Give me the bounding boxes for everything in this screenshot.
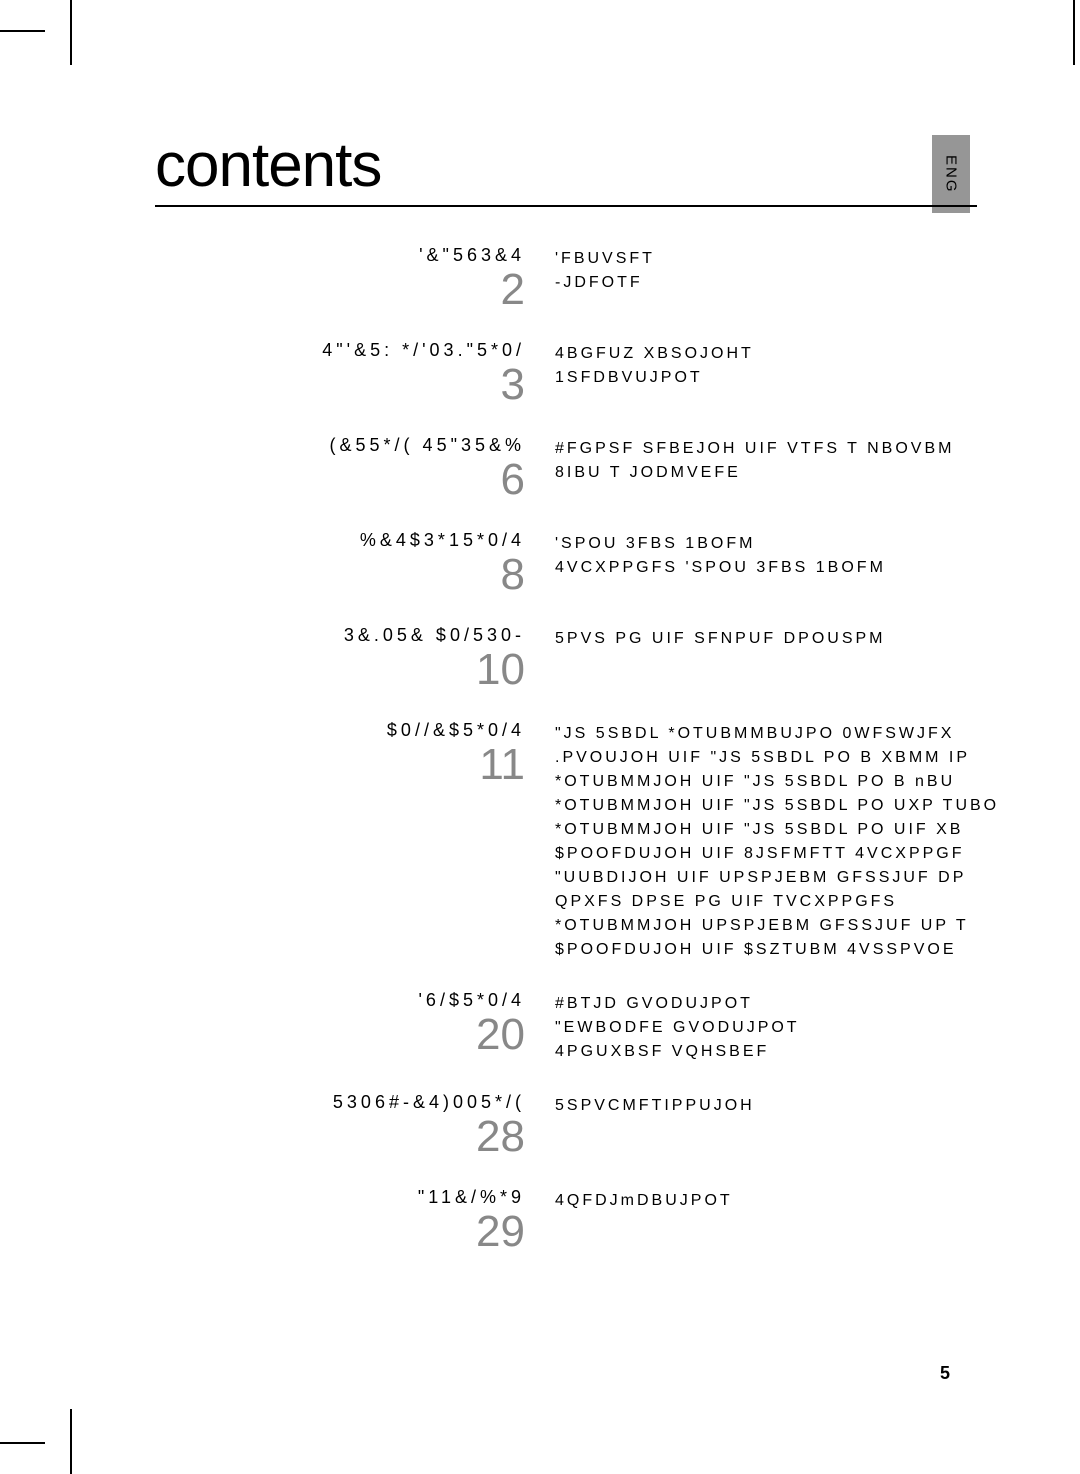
toc-row: '&"563&42'FBUVSFT-JDFOTF [155,245,1030,312]
crop-mark [70,1409,72,1474]
toc-left: 3&.05& $0/530-10 [155,625,555,692]
toc-item: #FGPSF SFBEJOH UIF VTFS T NBOVBM [555,437,1030,461]
toc-right: 4BGFUZ XBSOJOHT1SFDBVUJPOT [555,340,1030,390]
toc-item: #BTJD GVODUJPOT [555,992,1030,1016]
title-underline [155,205,977,207]
toc-left: '&"563&42 [155,245,555,312]
toc-left: '6/$5*0/420 [155,990,555,1057]
toc-row: 5306#-&4)005*/(285SPVCMFTIPPUJOH [155,1092,1030,1159]
toc-section-title: "11&/%*9 [155,1187,525,1208]
toc-section-page: 28 [155,1115,525,1159]
toc-right: "JS 5SBDL *OTUBMMBUJPO 0WFSWJFX.PVOUJOH … [555,720,1030,962]
toc-section-page: 10 [155,648,525,692]
toc-right: 4QFDJmDBUJPOT [555,1187,1030,1213]
toc-item: 5SPVCMFTIPPUJOH [555,1094,1030,1118]
toc-row: 4"'&5: */'03."5*0/34BGFUZ XBSOJOHT1SFDBV… [155,340,1030,407]
toc-right: 'FBUVSFT-JDFOTF [555,245,1030,295]
toc-item: 5PVS PG UIF SFNPUF DPOUSPM [555,627,1030,651]
language-tab: ENG [932,135,970,213]
toc-left: (&55*/( 45"35&%6 [155,435,555,502]
toc-item: *OTUBMMJOH UIF "JS 5SBDL PO UIF XB [555,818,1030,842]
toc-row: 3&.05& $0/530-105PVS PG UIF SFNPUF DPOUS… [155,625,1030,692]
toc-item: .PVOUJOH UIF "JS 5SBDL PO B XBMM IP [555,746,1030,770]
language-label: ENG [943,155,960,194]
toc-item: -JDFOTF [555,271,1030,295]
toc-left: 5306#-&4)005*/(28 [155,1092,555,1159]
toc-section-title: $0//&$5*0/4 [155,720,525,741]
toc-item: 4VCXPPGFS 'SPOU 3FBS 1BOFM [555,556,1030,580]
toc-section-title: 4"'&5: */'03."5*0/ [155,340,525,361]
toc-item: $POOFDUJOH UIF $SZTUBM 4VSSPVOE [555,938,1030,962]
toc-row: $0//&$5*0/411"JS 5SBDL *OTUBMMBUJPO 0WFS… [155,720,1030,962]
toc-left: %&4$3*15*0/48 [155,530,555,597]
toc-item: 4PGUXBSF VQHSBEF [555,1040,1030,1064]
toc-right: 'SPOU 3FBS 1BOFM4VCXPPGFS 'SPOU 3FBS 1BO… [555,530,1030,580]
toc-section-page: 2 [155,268,525,312]
toc-item: 'FBUVSFT [555,247,1030,271]
toc-item: *OTUBMMJOH UPSPJEBM GFSSJUF UP T [555,914,1030,938]
toc-section-page: 6 [155,458,525,502]
toc-item: "JS 5SBDL *OTUBMMBUJPO 0WFSWJFX [555,722,1030,746]
toc-right: 5SPVCMFTIPPUJOH [555,1092,1030,1118]
crop-mark [1073,0,1075,65]
toc-right: 5PVS PG UIF SFNPUF DPOUSPM [555,625,1030,651]
toc-item: "UUBDIJOH UIF UPSPJEBM GFSSJUF DP [555,866,1030,890]
toc-right: #FGPSF SFBEJOH UIF VTFS T NBOVBM8IBU T J… [555,435,1030,485]
toc-row: (&55*/( 45"35&%6#FGPSF SFBEJOH UIF VTFS … [155,435,1030,502]
toc-row: '6/$5*0/420#BTJD GVODUJPOT"EWBODFE GVODU… [155,990,1030,1064]
toc-section-title: %&4$3*15*0/4 [155,530,525,551]
toc-row: %&4$3*15*0/48'SPOU 3FBS 1BOFM4VCXPPGFS '… [155,530,1030,597]
toc-item: QPXFS DPSE PG UIF TVCXPPGFS [555,890,1030,914]
toc-section-page: 11 [155,743,525,787]
toc-section-page: 3 [155,363,525,407]
toc-section-title: '&"563&4 [155,245,525,266]
toc-section-page: 29 [155,1210,525,1254]
page-title: contents [155,130,381,201]
toc-item: 4BGFUZ XBSOJOHT [555,342,1030,366]
toc-section-title: '6/$5*0/4 [155,990,525,1011]
toc-item: *OTUBMMJOH UIF "JS 5SBDL PO B nBU [555,770,1030,794]
page-number: 5 [940,1363,950,1384]
toc-left: $0//&$5*0/411 [155,720,555,787]
toc-section-title: 3&.05& $0/530- [155,625,525,646]
toc-item: 4QFDJmDBUJPOT [555,1189,1030,1213]
crop-mark [0,30,45,32]
toc-row: "11&/%*9294QFDJmDBUJPOT [155,1187,1030,1254]
toc-item: *OTUBMMJOH UIF "JS 5SBDL PO UXP TUBO [555,794,1030,818]
toc-section-page: 8 [155,553,525,597]
toc-section-title: (&55*/( 45"35&% [155,435,525,456]
crop-mark [70,0,72,65]
toc-item: 1SFDBVUJPOT [555,366,1030,390]
toc-left: "11&/%*929 [155,1187,555,1254]
toc-right: #BTJD GVODUJPOT"EWBODFE GVODUJPOT4PGUXBS… [555,990,1030,1064]
toc-left: 4"'&5: */'03."5*0/3 [155,340,555,407]
toc-section-page: 20 [155,1013,525,1057]
toc-section-title: 5306#-&4)005*/( [155,1092,525,1113]
toc-item: "EWBODFE GVODUJPOT [555,1016,1030,1040]
toc-item: 8IBU T JODMVEFE [555,461,1030,485]
toc-item: $POOFDUJOH UIF 8JSFMFTT 4VCXPPGF [555,842,1030,866]
table-of-contents: '&"563&42'FBUVSFT-JDFOTF4"'&5: */'03."5*… [155,245,1030,1282]
toc-item: 'SPOU 3FBS 1BOFM [555,532,1030,556]
crop-mark [0,1442,45,1444]
